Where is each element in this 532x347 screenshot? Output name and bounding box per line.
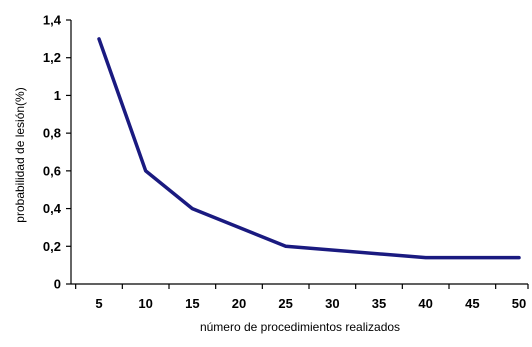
x-tick-label: 5	[95, 296, 102, 311]
y-tick-label: 1,4	[43, 13, 62, 28]
y-tick-label: 0,6	[43, 163, 61, 178]
y-axis: 0 0,2 0,4 0,6 0,8 1 1,2 1,4	[43, 13, 72, 292]
x-tick-label: 10	[138, 296, 152, 311]
x-tick-label: 50	[512, 296, 526, 311]
x-axis: 5 10 15 20 25 30 35 40 45 50	[71, 283, 529, 311]
x-tick-label: 25	[278, 296, 292, 311]
y-tick-label: 0,8	[43, 126, 61, 141]
y-tick-label: 1	[54, 88, 61, 103]
y-axis-title: probabilidad de lesión(%)	[13, 87, 27, 222]
y-tick-label: 0,4	[43, 201, 62, 216]
x-tick-label: 40	[418, 296, 432, 311]
x-tick-label: 15	[185, 296, 199, 311]
x-tick-label: 30	[325, 296, 339, 311]
y-tick-label: 0,2	[43, 239, 61, 254]
y-tick-label: 1,2	[43, 50, 61, 65]
x-tick-label: 20	[232, 296, 246, 311]
x-tick-label: 45	[465, 296, 479, 311]
x-axis-title: número de procedimientos realizados	[200, 320, 400, 334]
plot-area	[97, 37, 521, 260]
x-tick-label: 35	[372, 296, 386, 311]
series-line	[97, 37, 521, 260]
y-tick-label: 0	[54, 277, 61, 292]
